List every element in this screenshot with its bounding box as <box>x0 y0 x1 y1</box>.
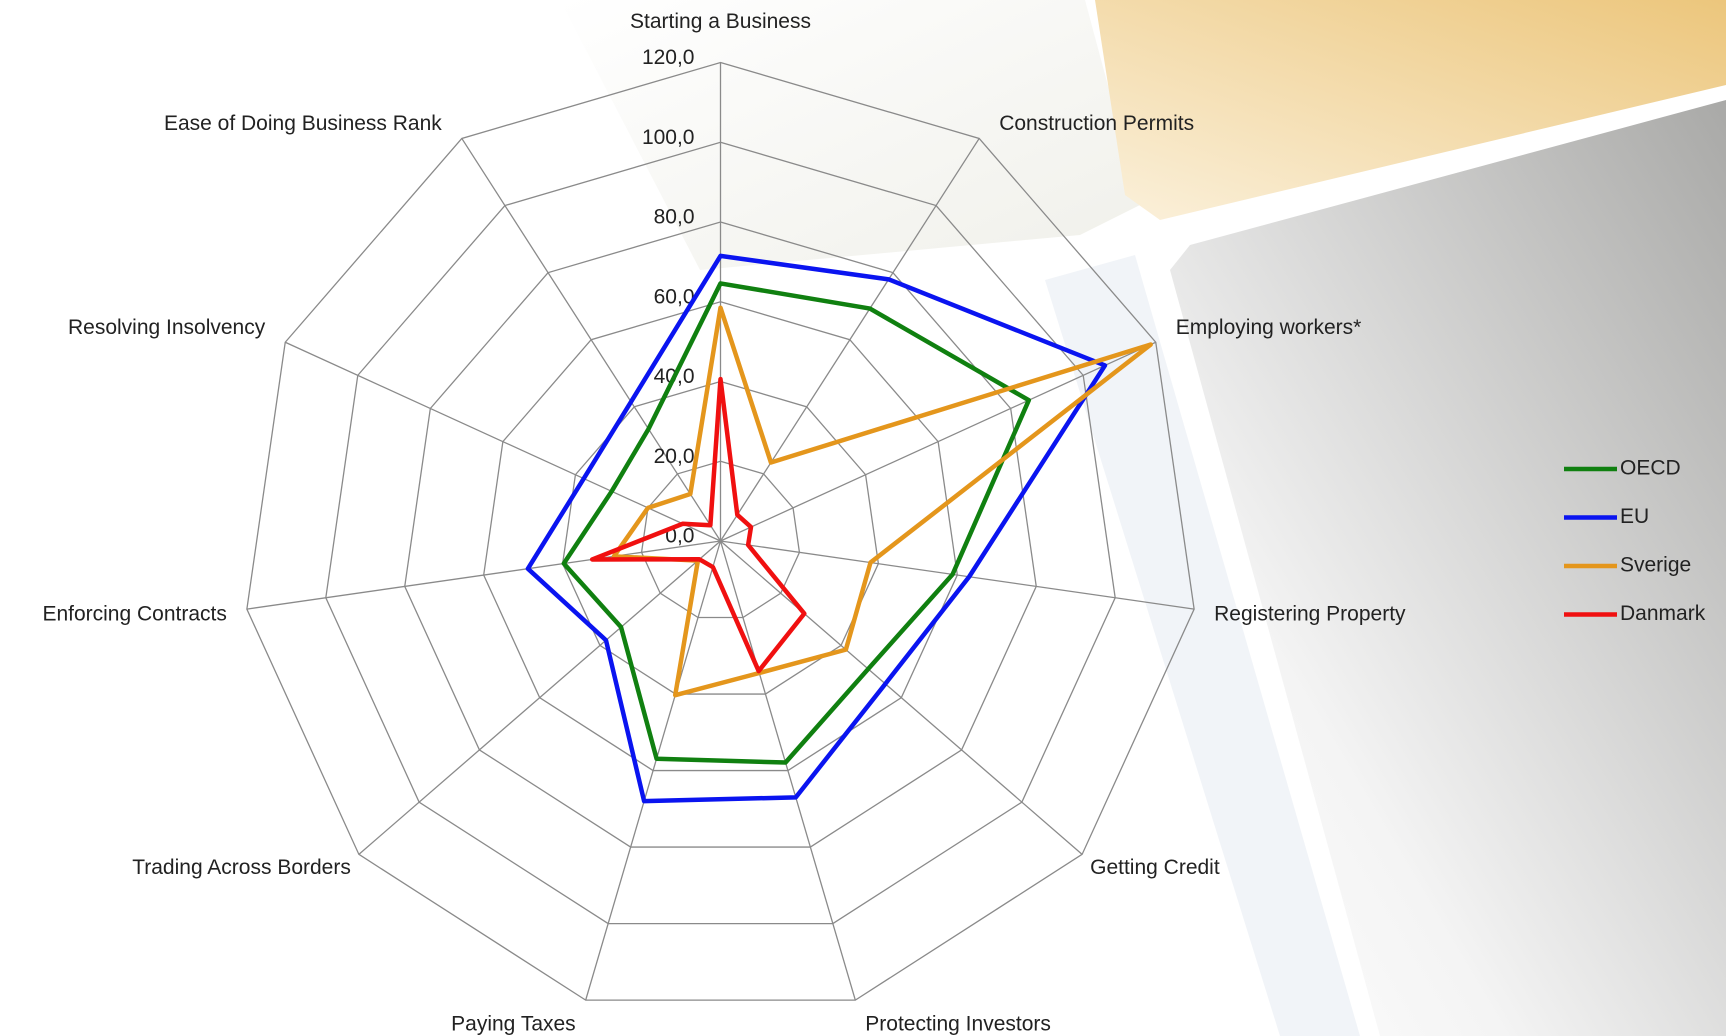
r-tick-label: 60,0 <box>654 285 695 308</box>
axis-spoke <box>719 540 856 1001</box>
category-label: Employing workers* <box>1176 316 1362 339</box>
axis-spoke <box>719 138 980 542</box>
series-line <box>589 376 807 674</box>
grid-ring <box>246 61 1195 1001</box>
category-label: Enforcing Contracts <box>42 603 226 626</box>
legend-label: EU <box>1620 505 1649 528</box>
category-label: Construction Permits <box>999 112 1194 135</box>
series-line <box>611 305 1153 698</box>
axis-spoke <box>461 138 722 542</box>
category-label: Trading Across Borders <box>132 856 351 879</box>
axis-spoke <box>720 540 1083 855</box>
background-shape <box>1095 0 1726 220</box>
r-tick-label: 80,0 <box>654 206 695 229</box>
legend-label: Danmark <box>1620 602 1706 625</box>
r-tick-label: 120,0 <box>642 46 695 69</box>
grid-ring <box>483 301 958 772</box>
grid-ring <box>404 221 1037 848</box>
category-label: Starting a Business <box>630 10 811 33</box>
category-label: Paying Taxes <box>451 1013 576 1036</box>
axis-spoke <box>246 540 721 610</box>
series-line <box>561 281 1032 765</box>
grid-ring <box>561 380 880 695</box>
legend-label: OECD <box>1620 457 1681 480</box>
category-label: Protecting Investors <box>865 1013 1051 1036</box>
category-label: Ease of Doing Business Rank <box>164 112 442 135</box>
background-shape <box>1170 100 1726 1036</box>
axis-spoke <box>358 540 721 855</box>
r-tick-label: 20,0 <box>654 445 695 468</box>
axis-spoke <box>720 540 1195 610</box>
category-label: Registering Property <box>1214 603 1406 626</box>
axis-spoke <box>720 341 1157 542</box>
category-label: Getting Credit <box>1090 856 1220 879</box>
axis-spoke <box>585 540 722 1001</box>
background-shape <box>1045 255 1360 1036</box>
grid-ring <box>640 460 801 619</box>
r-tick-label: 0,0 <box>665 525 694 548</box>
series-line <box>525 253 1108 804</box>
legend-label: Sverige <box>1620 554 1691 577</box>
r-tick-label: 100,0 <box>642 126 695 149</box>
category-label: Resolving Insolvency <box>68 316 266 339</box>
